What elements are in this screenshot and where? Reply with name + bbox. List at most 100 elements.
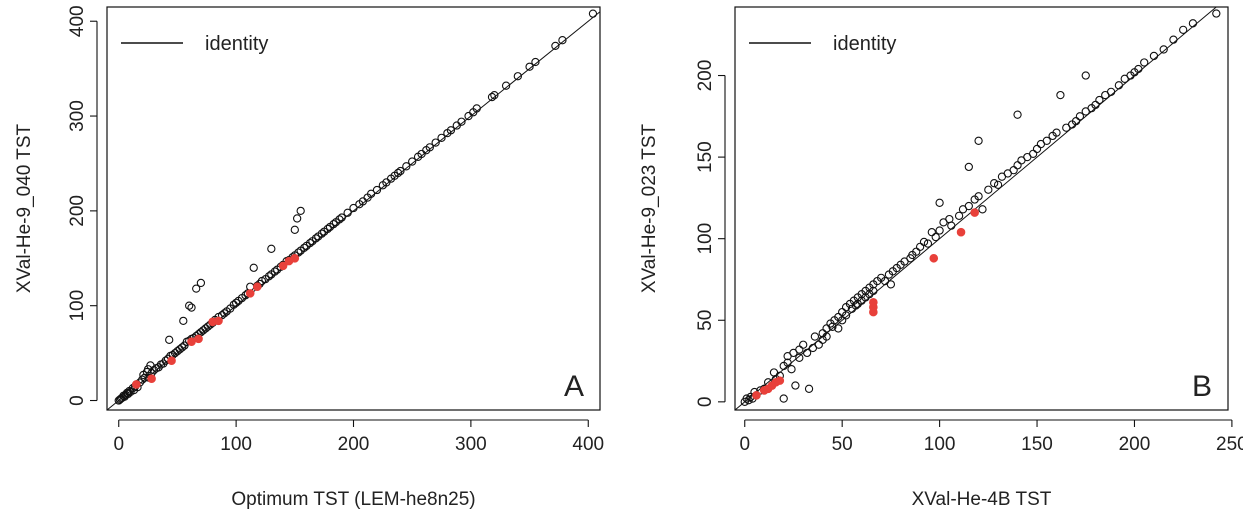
panel-label: A [564, 370, 584, 403]
plot-content [107, 9, 600, 410]
data-point [851, 301, 860, 310]
data-point [799, 340, 808, 349]
highlight-point [245, 289, 255, 298]
data-point [974, 192, 983, 201]
x-tick-label: 300 [455, 434, 487, 455]
data-point [472, 104, 481, 113]
data-point [264, 272, 274, 281]
data-point [804, 384, 814, 393]
data-point [1188, 19, 1198, 28]
y-tick-label: 50 [695, 310, 716, 331]
highlight-point [970, 208, 979, 217]
highlight-point [869, 298, 878, 307]
data-point [149, 366, 159, 375]
data-point [1056, 90, 1065, 100]
legend-label: identity [205, 33, 268, 55]
x-axis-title: XVal-He-4B TST [912, 489, 1052, 510]
data-point [1013, 110, 1022, 119]
y-tick-label: 0 [695, 397, 716, 408]
data-point [935, 198, 944, 207]
y-axis-title: XVal-He-9_040 TST [14, 123, 35, 293]
y-tick-label: 400 [67, 5, 88, 37]
data-point [1169, 35, 1178, 44]
data-point [1114, 81, 1124, 90]
y-tick-label: 0 [67, 395, 88, 406]
data-point [187, 303, 196, 312]
highlight-point [929, 253, 939, 263]
data-point [408, 157, 417, 166]
data-point [1140, 58, 1149, 67]
data-point [513, 72, 522, 81]
data-point [993, 180, 1003, 189]
data-point [558, 36, 567, 45]
data-point [834, 324, 843, 333]
data-point [869, 286, 878, 296]
data-point [300, 243, 309, 253]
data-point [402, 162, 411, 171]
data-point [372, 185, 382, 195]
data-point [588, 9, 598, 18]
x-tick-label: 100 [924, 434, 956, 455]
highlight-point [775, 376, 785, 385]
highlight-point [214, 316, 223, 326]
data-point [293, 214, 302, 223]
y-tick-label: 200 [67, 195, 88, 227]
data-point [396, 166, 405, 176]
data-point [425, 143, 434, 152]
y-axis-title: XVal-He-9_023 TST [639, 123, 660, 293]
data-point [915, 242, 925, 251]
data-point [814, 340, 823, 349]
data-point [1149, 51, 1159, 61]
data-point [974, 136, 983, 145]
data-point [984, 185, 993, 194]
data-point [179, 316, 188, 326]
data-point [437, 133, 446, 143]
highlight-point [132, 380, 141, 389]
data-point [1028, 149, 1038, 158]
data-point [978, 205, 987, 214]
data-point [886, 280, 896, 289]
panel-b: 0 50 100 150 200 250 0 50 100 150 200 XVal-He-4B TS… [639, 6, 1243, 510]
data-point [1134, 64, 1143, 74]
data-point [1009, 166, 1018, 175]
x-tick-label: 250 [1216, 434, 1243, 455]
data-point [1212, 9, 1221, 18]
data-point [810, 332, 820, 341]
data-point [1179, 25, 1188, 34]
data-point [165, 335, 174, 344]
data-point [305, 238, 315, 248]
x-tick-label: 100 [220, 434, 252, 455]
x-tick-label: 400 [572, 434, 604, 455]
data-point [249, 263, 258, 272]
data-point [366, 189, 376, 198]
data-point [931, 232, 940, 242]
data-point [531, 57, 540, 67]
data-point [270, 267, 280, 276]
data-point [802, 348, 812, 358]
data-point [923, 239, 933, 248]
data-point [551, 41, 560, 51]
data-point [329, 219, 338, 229]
data-point [947, 221, 956, 230]
data-point [1081, 71, 1090, 80]
highlight-point [290, 253, 300, 263]
data-point [791, 381, 800, 390]
data-point [935, 226, 944, 235]
data-point [1032, 144, 1042, 154]
data-point [231, 298, 241, 307]
data-point [192, 284, 201, 293]
data-point [779, 394, 788, 403]
data-point [1075, 112, 1085, 121]
highlight-point [956, 227, 966, 237]
data-point [927, 228, 936, 237]
x-tick-label: 200 [338, 434, 370, 455]
data-point [841, 311, 851, 320]
data-point [1106, 87, 1116, 96]
highlight-point [752, 391, 761, 400]
highlight-point [278, 261, 288, 271]
x-tick-label: 150 [1021, 434, 1053, 455]
data-point [783, 358, 792, 367]
data-point [795, 345, 804, 354]
data-point [742, 394, 751, 403]
